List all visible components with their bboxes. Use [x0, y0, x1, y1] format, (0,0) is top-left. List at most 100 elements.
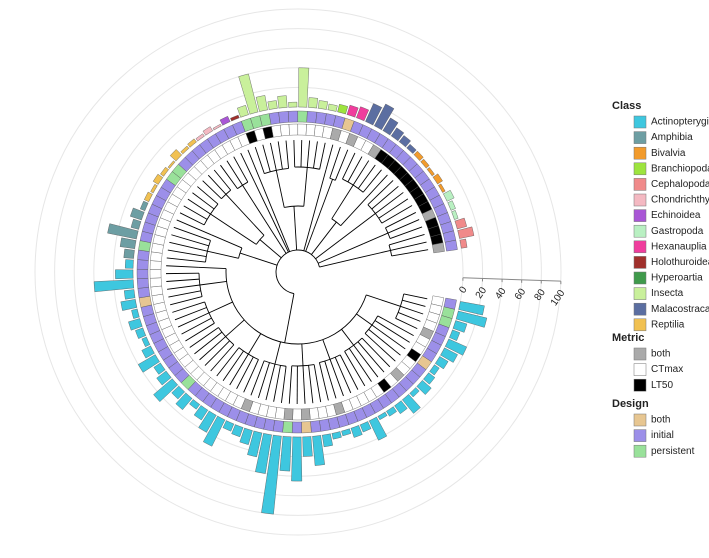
branch	[240, 152, 255, 183]
branch	[313, 364, 322, 403]
bar	[128, 318, 143, 331]
branch	[243, 359, 259, 393]
design-cell	[310, 420, 322, 433]
bar	[312, 435, 325, 466]
metric-cell	[283, 408, 294, 421]
bar	[277, 95, 288, 109]
bar	[449, 329, 461, 341]
branch	[319, 257, 357, 268]
branch	[318, 362, 329, 401]
branch	[174, 307, 207, 321]
bar	[429, 364, 440, 376]
bar	[261, 434, 282, 515]
branch	[329, 359, 344, 397]
branch	[207, 174, 227, 195]
branch	[177, 312, 210, 328]
bar	[130, 218, 142, 230]
bar	[279, 436, 292, 472]
branch	[284, 205, 304, 208]
bar	[440, 347, 458, 363]
branch	[339, 213, 376, 242]
branch	[357, 164, 376, 189]
branch	[312, 169, 327, 220]
r-tick-label: 60	[513, 286, 529, 302]
grid-circle	[73, 47, 523, 497]
metric-cell	[271, 124, 282, 138]
design-cell	[306, 111, 318, 124]
bar	[187, 138, 197, 148]
branch	[194, 331, 223, 355]
bar	[416, 380, 432, 395]
legend-swatch	[633, 178, 647, 191]
branch	[274, 341, 281, 365]
branch	[236, 356, 254, 390]
design-cell	[137, 249, 150, 261]
bar	[107, 223, 139, 240]
branch	[319, 142, 326, 170]
branch	[273, 365, 281, 402]
bar	[406, 143, 417, 154]
branch	[255, 235, 265, 245]
bar	[202, 126, 213, 136]
branch	[170, 296, 203, 306]
branch	[172, 301, 205, 313]
bar	[202, 415, 226, 447]
legend-label: Actinopterygii	[651, 117, 709, 128]
r-tick-label: 0	[457, 284, 469, 295]
bar	[426, 167, 435, 177]
design-cell	[297, 110, 308, 123]
metric-cell	[288, 123, 299, 136]
branch	[226, 160, 243, 186]
branch	[173, 226, 211, 241]
design-cell	[268, 111, 281, 125]
design-cell	[287, 110, 298, 123]
bar	[454, 217, 467, 230]
legend-label: persistent	[651, 446, 695, 457]
branch	[262, 144, 271, 172]
legend-swatch	[633, 318, 647, 332]
legend-swatch	[633, 256, 647, 269]
branch	[352, 160, 370, 186]
bar	[458, 301, 485, 316]
branch	[171, 234, 209, 247]
branch	[367, 180, 394, 206]
branch	[185, 322, 215, 342]
legend-label: Chondrichthyes	[651, 195, 709, 206]
design-cell	[282, 421, 293, 434]
legend-swatch	[633, 224, 647, 238]
branch	[353, 344, 379, 378]
branch	[187, 198, 211, 215]
branch	[293, 206, 298, 251]
legend-label: Holothuroidea	[651, 257, 709, 268]
legend-swatch	[633, 413, 647, 427]
branch	[375, 192, 404, 214]
r-tick-label: 100	[549, 288, 568, 308]
bar	[141, 336, 151, 347]
branch	[356, 249, 391, 259]
branch	[342, 152, 356, 180]
grid-circle	[54, 28, 542, 516]
bar	[135, 327, 147, 339]
design-cell	[136, 268, 149, 280]
bar	[230, 114, 240, 122]
branch	[280, 366, 287, 404]
bar	[156, 370, 172, 386]
branch	[293, 140, 296, 168]
branch	[348, 348, 372, 382]
metric-cell	[149, 277, 162, 288]
branch	[364, 315, 379, 334]
bar	[255, 433, 272, 474]
legend-label: Amphibia	[651, 132, 693, 143]
legend-label: Cephalopoda	[651, 179, 709, 190]
branch	[167, 284, 200, 290]
legend-label: CTmax	[651, 364, 683, 375]
branch	[315, 240, 340, 260]
branch	[203, 203, 219, 226]
branch	[303, 218, 313, 251]
branch	[166, 278, 200, 282]
r-tick-label: 40	[493, 286, 509, 302]
bar	[432, 173, 443, 185]
branch	[371, 185, 399, 210]
legend-swatch	[633, 347, 647, 361]
